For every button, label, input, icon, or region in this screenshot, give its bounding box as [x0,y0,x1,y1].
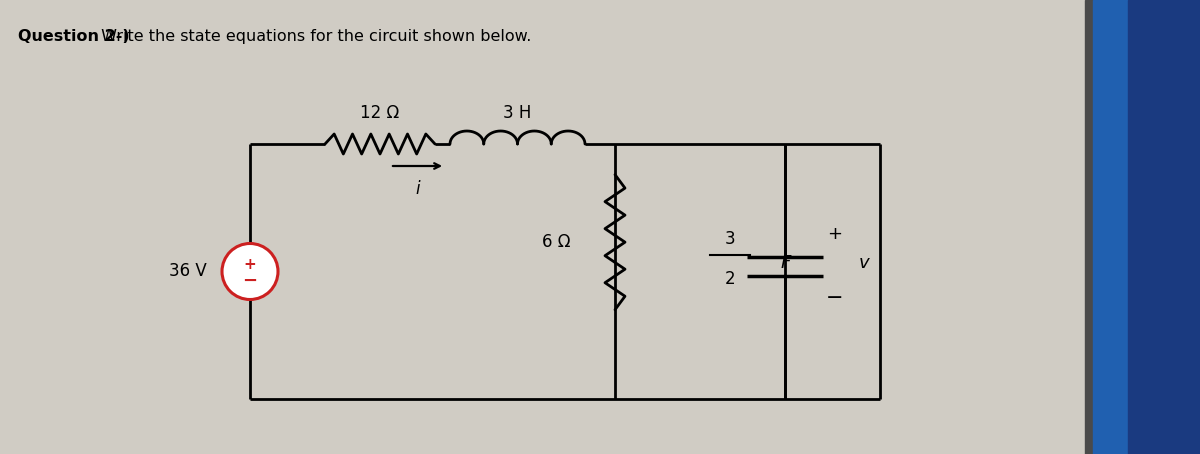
Text: −: − [242,271,258,290]
Bar [1093,0,1128,454]
Text: +: + [828,226,842,243]
Bar [1128,0,1200,454]
Text: $i$: $i$ [415,180,421,198]
Text: +: + [244,257,257,272]
Text: 3: 3 [725,231,736,248]
Text: 3 H: 3 H [503,104,532,122]
Text: 12 Ω: 12 Ω [360,104,400,122]
Text: Write the state equations for the circuit shown below.: Write the state equations for the circui… [96,29,532,44]
Text: −: − [827,288,844,309]
Text: 6 Ω: 6 Ω [541,233,570,251]
Text: Question 2-): Question 2-) [18,29,130,44]
Text: 36 V: 36 V [169,262,206,281]
Text: $F$: $F$ [780,253,792,271]
Bar [1085,0,1093,454]
Circle shape [222,243,278,300]
Text: 2: 2 [725,271,736,288]
Text: $v$: $v$ [858,255,871,272]
